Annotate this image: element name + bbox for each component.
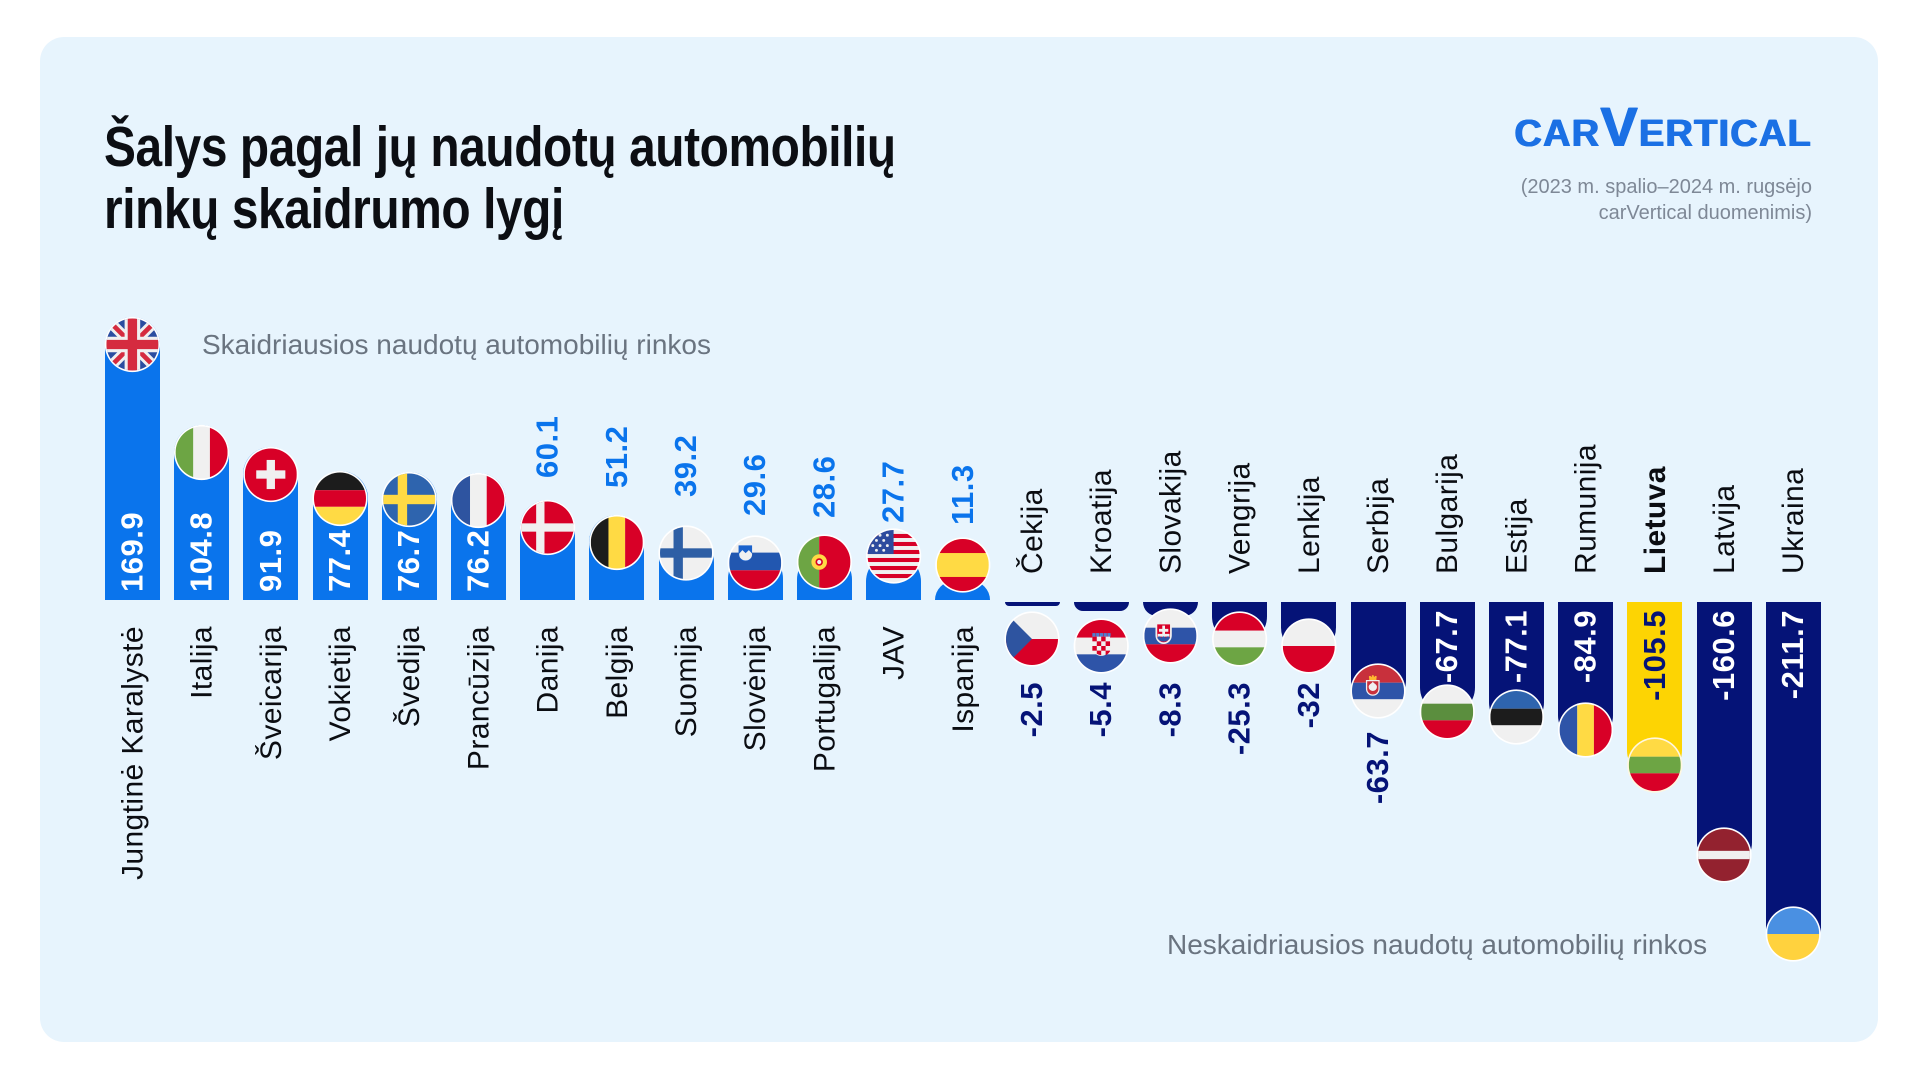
svg-text:Portugalija: Portugalija (808, 626, 841, 772)
svg-text:-5.4: -5.4 (1083, 682, 1118, 738)
svg-text:Slovakija: Slovakija (1154, 450, 1187, 574)
svg-text:60.1: 60.1 (530, 416, 565, 478)
svg-text:Lietuva: Lietuva (1639, 466, 1672, 574)
svg-text:Vokietija: Vokietija (324, 626, 357, 741)
svg-text:27.7: 27.7 (876, 461, 911, 523)
svg-text:Slovėnija: Slovėnija (739, 626, 772, 751)
svg-text:Italija: Italija (186, 626, 219, 699)
svg-text:-105.5: -105.5 (1637, 610, 1672, 701)
svg-text:-63.7: -63.7 (1360, 731, 1395, 804)
svg-text:Lenkija: Lenkija (1293, 476, 1326, 574)
svg-text:Estija: Estija (1500, 498, 1533, 574)
svg-text:-211.7: -211.7 (1775, 610, 1810, 699)
svg-text:-8.3: -8.3 (1152, 682, 1187, 737)
svg-text:77.4: 77.4 (322, 529, 357, 592)
svg-text:JAV: JAV (878, 626, 911, 680)
svg-text:104.8: 104.8 (184, 512, 219, 592)
svg-text:-67.7: -67.7 (1429, 610, 1464, 683)
svg-text:Prancūzija: Prancūzija (462, 626, 495, 770)
svg-text:Vengrija: Vengrija (1224, 462, 1257, 574)
svg-text:Rumunija: Rumunija (1570, 444, 1603, 574)
svg-text:Serbija: Serbija (1362, 478, 1395, 574)
svg-text:39.2: 39.2 (668, 435, 703, 497)
svg-text:Danija: Danija (532, 626, 565, 713)
svg-text:-84.9: -84.9 (1568, 610, 1603, 683)
svg-text:Ispanija: Ispanija (947, 626, 980, 733)
svg-text:76.7: 76.7 (391, 530, 426, 592)
svg-text:Ukraina: Ukraina (1777, 468, 1810, 574)
svg-text:28.6: 28.6 (806, 456, 841, 518)
svg-text:Suomija: Suomija (670, 626, 703, 737)
svg-text:Švedija: Švedija (392, 626, 426, 727)
svg-text:Bulgarija: Bulgarija (1431, 454, 1464, 574)
svg-text:-77.1: -77.1 (1498, 610, 1533, 683)
svg-text:91.9: 91.9 (253, 530, 288, 592)
svg-text:-2.5: -2.5 (1014, 682, 1049, 737)
svg-text:Jungtinė Karalystė: Jungtinė Karalystė (116, 626, 149, 880)
svg-text:51.2: 51.2 (599, 426, 634, 488)
svg-text:-160.6: -160.6 (1706, 610, 1741, 701)
svg-text:-32: -32 (1291, 682, 1326, 728)
svg-text:76.2: 76.2 (460, 530, 495, 592)
svg-text:Šveicarija: Šveicarija (254, 626, 288, 760)
svg-text:Čekija: Čekija (1015, 488, 1049, 574)
svg-text:29.6: 29.6 (737, 454, 772, 516)
svg-text:-25.3: -25.3 (1222, 682, 1257, 755)
svg-text:Kroatija: Kroatija (1085, 469, 1118, 574)
svg-text:11.3: 11.3 (945, 464, 980, 525)
svg-text:Latvija: Latvija (1708, 484, 1741, 574)
svg-text:Belgija: Belgija (601, 626, 634, 719)
svg-text:169.9: 169.9 (114, 512, 149, 592)
